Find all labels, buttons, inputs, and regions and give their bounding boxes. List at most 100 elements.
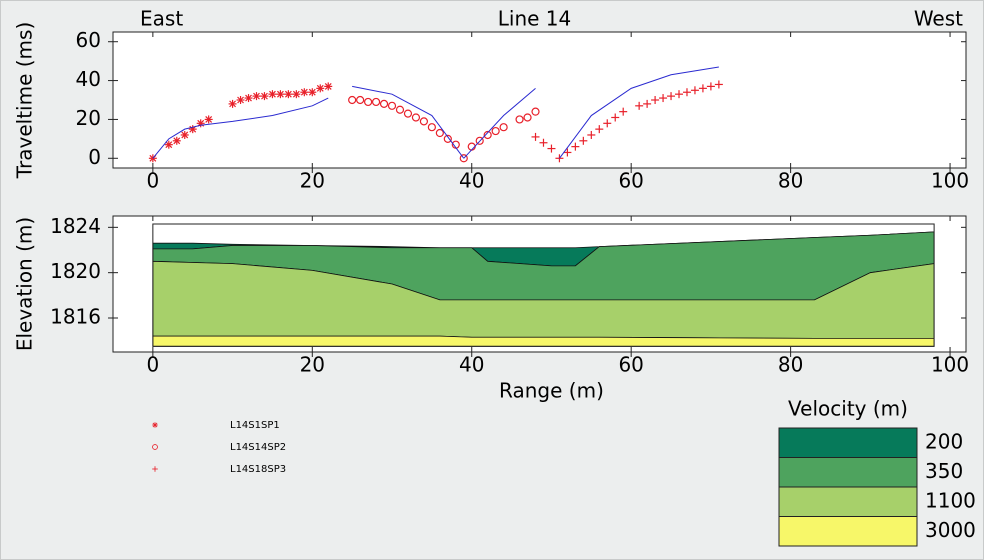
marker-circle <box>356 95 365 105</box>
marker-stroke <box>300 88 308 96</box>
marker <box>523 113 532 122</box>
marker <box>276 90 285 99</box>
model-line <box>463 87 536 159</box>
marker <box>164 140 173 149</box>
marker-stroke <box>269 90 276 98</box>
plot-area <box>113 32 966 168</box>
marker <box>252 92 261 101</box>
x-tick-label: 20 <box>300 169 325 193</box>
legend-title: Velocity (m) <box>788 397 908 421</box>
marker-stroke <box>324 82 332 90</box>
marker <box>531 107 540 116</box>
x-tick-label: 0 <box>146 353 159 377</box>
marker-circle <box>475 136 484 145</box>
marker-circle <box>364 97 373 107</box>
legend-swatch <box>778 427 918 458</box>
marker <box>595 125 604 134</box>
marker <box>268 90 277 99</box>
marker-circle <box>411 113 421 122</box>
marker <box>443 134 452 143</box>
model-line <box>152 97 329 159</box>
marker <box>371 97 381 107</box>
marker <box>651 96 660 104</box>
marker <box>244 94 253 103</box>
legend-label: 200 <box>925 430 963 454</box>
marker-circle <box>523 113 532 122</box>
model-line <box>352 85 465 159</box>
marker <box>387 101 397 110</box>
marker <box>172 136 181 145</box>
marker <box>324 82 333 91</box>
marker-circle <box>371 97 381 107</box>
marker <box>603 119 612 128</box>
marker <box>579 136 588 145</box>
marker-stroke <box>284 90 292 98</box>
marker <box>698 84 707 93</box>
marker-circle <box>491 126 500 136</box>
marker <box>515 115 524 124</box>
x-tick-label: 40 <box>459 353 484 377</box>
legend-swatch <box>778 486 918 517</box>
annotation: East <box>140 7 183 31</box>
plot-frame <box>112 215 967 353</box>
marker-stroke <box>237 96 244 104</box>
marker-stroke <box>292 90 300 98</box>
marker-stroke <box>181 131 189 139</box>
x-tick-label: 60 <box>618 169 643 193</box>
marker <box>667 92 676 101</box>
legend-marker <box>152 422 158 428</box>
marker <box>395 105 405 114</box>
legend-swatch <box>778 457 918 488</box>
marker <box>427 123 436 132</box>
y-tick-label: 40 <box>76 67 101 91</box>
marker <box>547 144 556 153</box>
legend-label: L14S18SP3 <box>230 464 286 475</box>
y-tick-label: 1824 <box>50 214 101 238</box>
plot-frame <box>112 31 967 169</box>
marker-circle <box>152 444 158 450</box>
x-tick-label: 20 <box>300 353 325 377</box>
marker <box>475 136 484 145</box>
marker <box>563 148 572 157</box>
marker <box>204 115 213 124</box>
marker-circle <box>387 101 397 110</box>
y-tick-label: 1820 <box>50 259 101 283</box>
marker-circle <box>419 117 429 126</box>
marker <box>714 80 723 89</box>
marker <box>675 90 684 99</box>
marker-circle <box>435 128 444 138</box>
marker <box>587 130 596 139</box>
marker-circle <box>499 123 508 132</box>
marker <box>682 88 691 97</box>
marker <box>483 130 492 140</box>
marker-stroke <box>308 88 316 96</box>
x-tick-label: 80 <box>778 353 803 377</box>
marker <box>499 123 508 132</box>
marker <box>260 92 269 101</box>
marker <box>292 90 301 99</box>
marker <box>356 95 365 105</box>
marker <box>635 101 644 110</box>
marker-circle <box>403 109 413 118</box>
legend-marker <box>152 466 158 472</box>
marker <box>308 88 317 97</box>
marker <box>379 99 389 108</box>
marker-stroke <box>276 90 284 98</box>
marker <box>411 113 421 122</box>
marker-circle <box>427 123 436 132</box>
x-tick-label: 60 <box>618 353 643 377</box>
marker-circle <box>348 95 357 105</box>
marker <box>435 128 444 138</box>
marker <box>284 90 293 99</box>
marker-stroke <box>165 141 173 149</box>
marker-stroke <box>316 84 324 92</box>
marker-circle <box>459 154 468 163</box>
marker-circle <box>515 115 524 124</box>
y-tick-label: 60 <box>76 28 101 52</box>
chart-title: Line 14 <box>498 7 572 31</box>
marker-stroke <box>173 137 181 145</box>
legend-label: 1100 <box>925 489 976 513</box>
model-line <box>559 66 719 159</box>
marker <box>491 126 500 136</box>
